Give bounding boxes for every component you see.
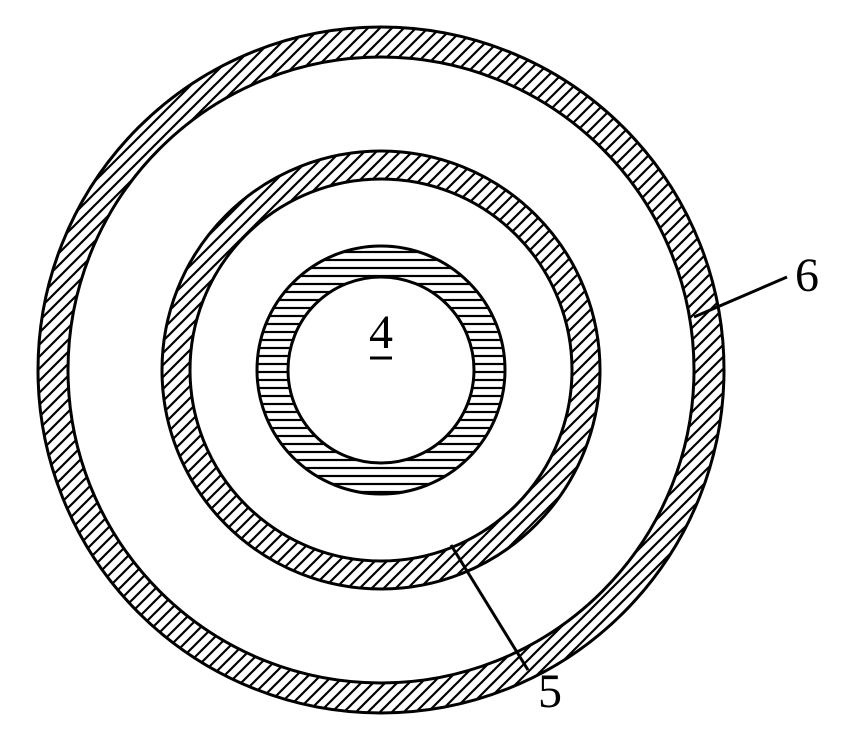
middle-ring	[162, 151, 600, 589]
concentric-ring-diagram: 4 6 5	[0, 0, 858, 740]
middle-ring-inner-edge	[190, 179, 572, 561]
label-5: 5	[538, 665, 562, 718]
inner-ring-outer-edge	[257, 246, 505, 494]
inner-ring-inner-edge	[288, 277, 474, 463]
outer-ring	[38, 27, 724, 713]
label-6: 6	[795, 249, 819, 302]
label-4: 4	[369, 306, 393, 359]
label-5-leader	[451, 545, 528, 670]
